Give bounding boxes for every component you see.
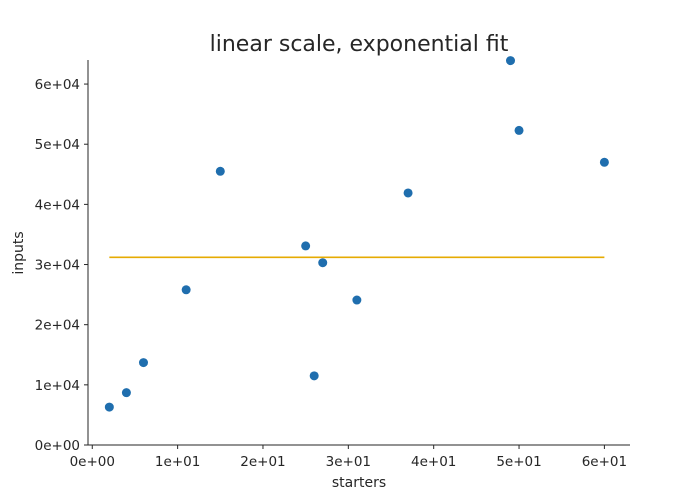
data-point	[506, 56, 516, 66]
x-tick-label: 2e+01	[240, 454, 285, 470]
data-point	[514, 125, 524, 135]
x-tick-label: 1e+01	[155, 454, 200, 470]
y-tick-label: 2e+04	[35, 318, 80, 334]
data-point	[301, 241, 311, 251]
x-tick-label: 4e+01	[411, 454, 456, 470]
data-marks	[104, 56, 609, 412]
y-tick-label: 6e+04	[35, 77, 80, 93]
x-axis-label: starters	[332, 475, 386, 491]
x-tick-label: 6e+01	[582, 454, 627, 470]
x-tick-label: 5e+01	[496, 454, 541, 470]
data-point	[215, 166, 225, 176]
data-point	[104, 402, 114, 412]
data-point	[599, 157, 609, 167]
data-point	[138, 358, 148, 368]
data-point	[352, 295, 362, 305]
y-tick-label: 3e+04	[35, 258, 80, 274]
data-point	[181, 285, 191, 295]
y-tick-label: 0e+00	[35, 438, 80, 454]
x-tick-label: 0e+00	[70, 454, 115, 470]
data-point	[403, 188, 413, 198]
data-point	[309, 371, 319, 381]
chart-title: linear scale, exponential fit	[210, 32, 509, 57]
data-point	[121, 388, 131, 398]
y-tick-label: 5e+04	[35, 137, 80, 153]
x-tick-label: 3e+01	[326, 454, 371, 470]
y-tick-label: 4e+04	[35, 197, 80, 213]
axis-ticks: 0e+00 1e+01 2e+01 3e+01 4e+01 5e+01 6e+01 0e+00…	[35, 77, 627, 470]
y-tick-label: 1e+04	[35, 378, 80, 394]
y-axis-label: inputs	[11, 231, 27, 274]
data-point	[318, 258, 328, 268]
